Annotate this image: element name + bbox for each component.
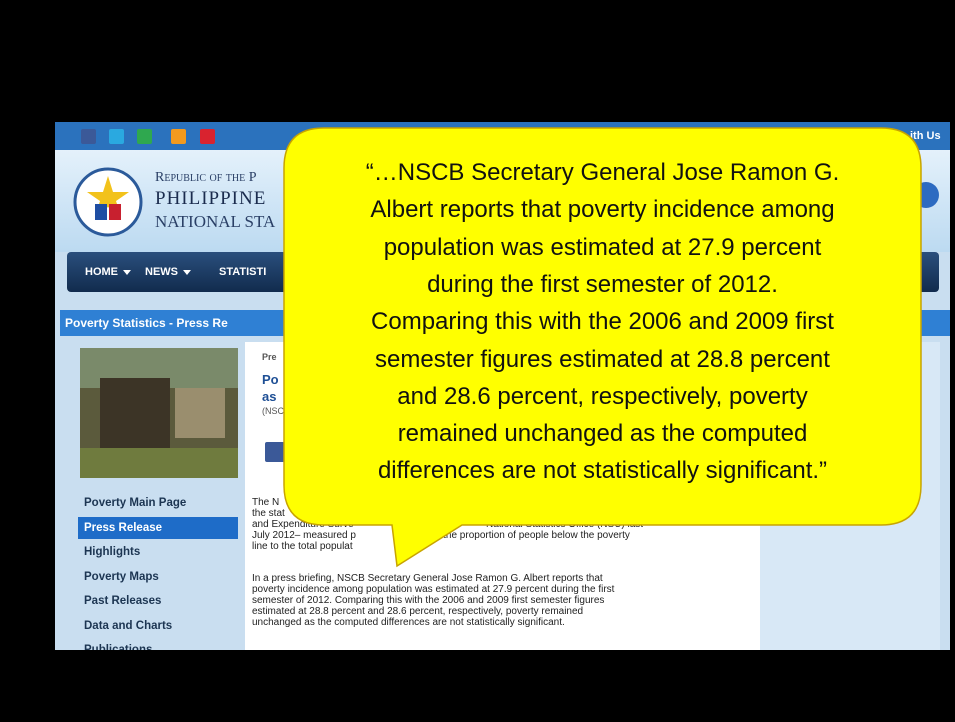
- callout-line: semester figures estimated at 28.8 perce…: [284, 346, 921, 374]
- callout-line: Comparing this with the 2006 and 2009 fi…: [284, 308, 921, 336]
- callout-line: differences are not statistically signif…: [284, 457, 921, 485]
- callout-line: population was estimated at 27.9 percent: [284, 234, 921, 262]
- callout-line: and 28.6 percent, respectively, poverty: [284, 383, 921, 411]
- callout-line: Albert reports that poverty incidence am…: [284, 196, 921, 224]
- callout-line: “…NSCB Secretary General Jose Ramon G.: [284, 159, 921, 187]
- slide: ith Us Republic of the P PHILIPPINE NATI…: [0, 0, 955, 722]
- callout-line: remained unchanged as the computed: [284, 420, 921, 448]
- callout-line: during the first semester of 2012.: [284, 271, 921, 299]
